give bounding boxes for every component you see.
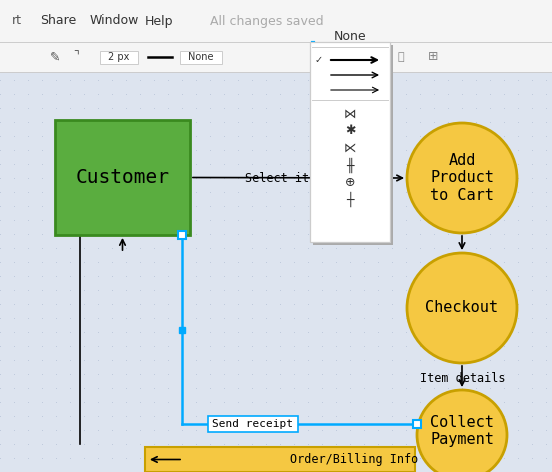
Text: Checkout: Checkout [426,301,498,315]
Text: Item details: Item details [420,371,506,385]
Text: 🔒: 🔒 [398,52,405,62]
Text: ⋈: ⋈ [344,108,356,120]
Text: ✓: ✓ [315,55,323,65]
Text: ╫: ╫ [346,157,354,173]
Bar [100,51,138,64]
Bar [0,0,552,42]
Bar [180,51,222,64]
Circle shape [407,123,517,233]
Bar [178,231,186,239]
Text: All changes saved: All changes saved [210,15,323,27]
Text: ✱: ✱ [345,125,355,137]
Text: 2 px: 2 px [108,52,130,62]
Text: Select ite: Select ite [245,171,316,185]
Bar [310,42,390,242]
Bar [0,72,552,472]
Text: Share: Share [40,15,76,27]
Text: ┼: ┼ [346,191,354,207]
Bar [0,42,552,72]
Text: Order/Billing Info: Order/Billing Info [290,453,418,466]
Circle shape [417,390,507,472]
Text: None: None [334,29,367,42]
Text: ⋉: ⋉ [344,142,356,154]
Bar [145,447,415,472]
Text: Add
Product
to Cart: Add Product to Cart [430,153,494,203]
Bar [55,120,190,235]
Bar [208,416,298,432]
Text: Window: Window [90,15,139,27]
Text: ⌝: ⌝ [73,51,79,64]
Text: ✎: ✎ [50,51,61,64]
Text: ⊕: ⊕ [345,176,355,188]
Text: None: None [188,52,214,62]
Bar [413,420,421,428]
Bar [313,45,393,245]
Text: Help: Help [145,15,173,27]
Circle shape [407,253,517,363]
Text: ⊞: ⊞ [428,51,438,64]
Text: Send receipt: Send receipt [213,419,294,429]
Text: rt: rt [12,15,22,27]
Text: Customer: Customer [76,168,169,187]
Text: Collect
Payment: Collect Payment [430,415,494,447]
